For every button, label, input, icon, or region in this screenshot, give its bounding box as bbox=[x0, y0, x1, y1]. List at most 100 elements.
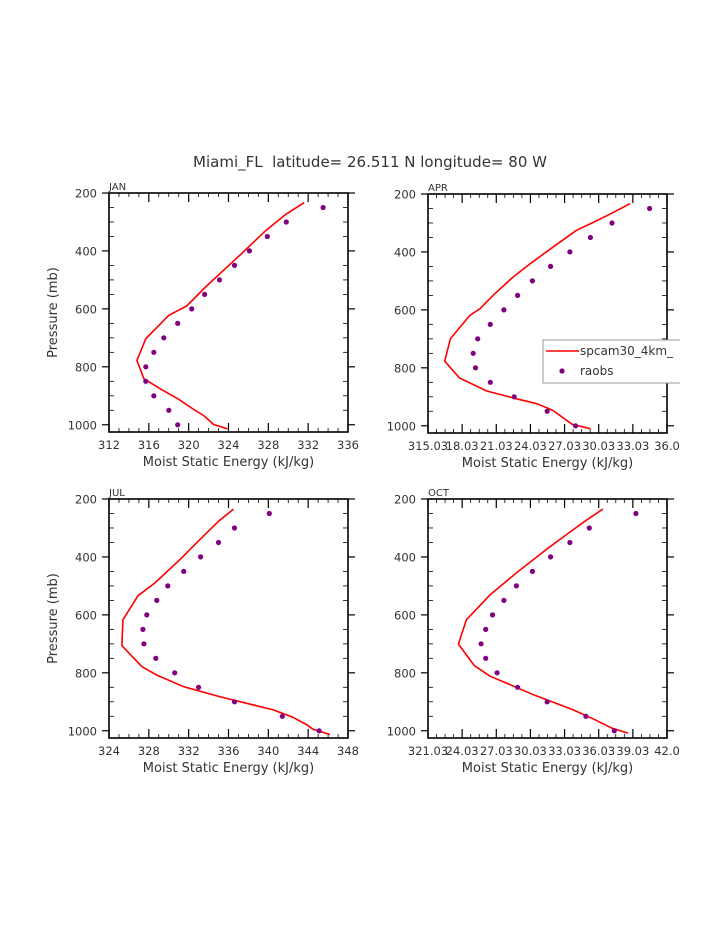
data-point-raobs bbox=[198, 554, 204, 560]
data-point-raobs bbox=[143, 378, 149, 384]
x-tick-label: 324 bbox=[218, 438, 240, 452]
data-point-raobs bbox=[166, 407, 172, 413]
data-point-raobs bbox=[586, 525, 592, 531]
data-point-raobs bbox=[544, 408, 550, 414]
x-axis-label: Moist Static Energy (kJ/kg) bbox=[462, 456, 633, 471]
data-point-raobs bbox=[470, 350, 476, 356]
y-tick-label: 800 bbox=[394, 666, 416, 680]
x-tick-label: 324 bbox=[98, 744, 120, 758]
data-point-raobs bbox=[544, 699, 550, 705]
x-tick-label: 328 bbox=[138, 744, 160, 758]
x-tick-label: 316 bbox=[138, 438, 160, 452]
data-point-raobs bbox=[283, 219, 289, 225]
x-tick-label: 24.03 bbox=[514, 439, 547, 453]
data-point-raobs bbox=[231, 525, 238, 531]
data-point-raobs bbox=[515, 684, 521, 690]
x-axis-label: Moist Static Energy (kJ/kg) bbox=[143, 761, 314, 776]
y-tick-label: 1000 bbox=[387, 419, 416, 433]
x-axis-label: Moist Static Energy (kJ/kg) bbox=[143, 455, 314, 470]
y-tick-label: 600 bbox=[394, 608, 416, 622]
data-point-raobs bbox=[487, 321, 493, 327]
x-tick-label: 42.0 bbox=[654, 744, 680, 758]
x-tick-label: 344 bbox=[297, 744, 319, 758]
data-point-raobs bbox=[246, 248, 252, 254]
x-axis-label: Moist Static Energy (kJ/kg) bbox=[462, 761, 633, 776]
data-point-raobs bbox=[494, 670, 500, 676]
data-point-raobs bbox=[172, 670, 178, 676]
plot-frame bbox=[108, 498, 349, 739]
x-tick-label: 336 bbox=[218, 744, 240, 758]
series-line-model bbox=[121, 508, 331, 736]
panel-label: JUL bbox=[108, 488, 125, 499]
y-tick-label: 400 bbox=[75, 244, 97, 258]
legend-label-raobs: raobs bbox=[580, 364, 614, 378]
data-point-raobs bbox=[548, 263, 554, 269]
y-axis-label: Pressure (mb) bbox=[46, 267, 61, 358]
data-point-raobs bbox=[587, 234, 594, 241]
data-point-raobs bbox=[144, 612, 150, 618]
data-point-raobs bbox=[161, 335, 167, 341]
y-tick-label: 1000 bbox=[68, 724, 97, 738]
legend-marker-swatch bbox=[559, 368, 565, 374]
x-tick-label: 33.03 bbox=[548, 744, 581, 758]
data-point-raobs bbox=[216, 277, 223, 283]
x-tick-label: 321.03 bbox=[408, 744, 448, 758]
x-tick-label: 328 bbox=[257, 438, 279, 452]
data-point-raobs bbox=[529, 568, 536, 575]
x-tick-label: 348 bbox=[337, 744, 359, 758]
x-tick-label: 315.03 bbox=[408, 439, 448, 453]
data-point-raobs bbox=[567, 249, 573, 255]
data-point-raobs bbox=[320, 204, 326, 211]
plot-frame bbox=[427, 193, 668, 434]
data-point-raobs bbox=[511, 394, 517, 400]
y-tick-label: 400 bbox=[394, 550, 416, 564]
y-tick-label: 600 bbox=[394, 303, 416, 317]
y-tick-label: 600 bbox=[75, 608, 97, 622]
y-tick-label: 400 bbox=[75, 550, 97, 564]
data-point-raobs bbox=[573, 423, 579, 429]
x-tick-label: 18.03 bbox=[446, 439, 479, 453]
data-point-raobs bbox=[215, 539, 222, 546]
plot-frame bbox=[108, 192, 349, 433]
data-point-raobs bbox=[141, 641, 147, 647]
data-point-raobs bbox=[472, 365, 479, 371]
x-tick-label: 21.03 bbox=[480, 439, 513, 453]
data-point-raobs bbox=[154, 597, 160, 604]
data-point-raobs bbox=[647, 205, 653, 212]
x-tick-label: 312 bbox=[98, 438, 120, 452]
y-tick-label: 400 bbox=[394, 245, 416, 259]
y-tick-label: 200 bbox=[75, 187, 97, 201]
data-point-raobs bbox=[529, 278, 536, 284]
x-tick-label: 27.03 bbox=[548, 439, 581, 453]
x-tick-label: 332 bbox=[178, 744, 200, 758]
x-tick-label: 332 bbox=[297, 438, 319, 452]
y-tick-label: 200 bbox=[394, 493, 416, 507]
y-tick-label: 200 bbox=[394, 188, 416, 202]
data-point-raobs bbox=[515, 292, 521, 298]
data-point-raobs bbox=[513, 583, 520, 589]
panel-label: APR bbox=[428, 183, 448, 194]
data-point-raobs bbox=[231, 262, 238, 268]
panel-jul: JUL 324 328 332 336 340 344 348 200 400 600 800 1000… bbox=[46, 488, 359, 776]
x-tick-label: 39.03 bbox=[616, 744, 649, 758]
x-tick-label: 30.03 bbox=[514, 744, 547, 758]
panel-label: OCT bbox=[428, 488, 450, 499]
y-tick-label: 800 bbox=[75, 360, 97, 374]
data-point-raobs bbox=[202, 291, 208, 297]
x-tick-label: 30.03 bbox=[582, 439, 615, 453]
panel-label: JAN bbox=[108, 182, 126, 193]
data-point-raobs bbox=[140, 626, 146, 633]
x-tick-label: 36.03 bbox=[582, 744, 615, 758]
data-point-raobs bbox=[611, 728, 617, 734]
data-point-raobs bbox=[609, 220, 615, 226]
data-point-raobs bbox=[189, 306, 195, 312]
y-tick-label: 800 bbox=[394, 361, 416, 375]
data-point-raobs bbox=[151, 393, 157, 399]
figure-title: Miami_FL latitude= 26.511 N longitude= 8… bbox=[193, 153, 547, 172]
data-point-raobs bbox=[196, 684, 202, 690]
data-point-raobs bbox=[264, 233, 270, 240]
data-point-raobs bbox=[143, 364, 149, 370]
data-point-raobs bbox=[548, 554, 554, 560]
x-tick-label: 336 bbox=[337, 438, 359, 452]
